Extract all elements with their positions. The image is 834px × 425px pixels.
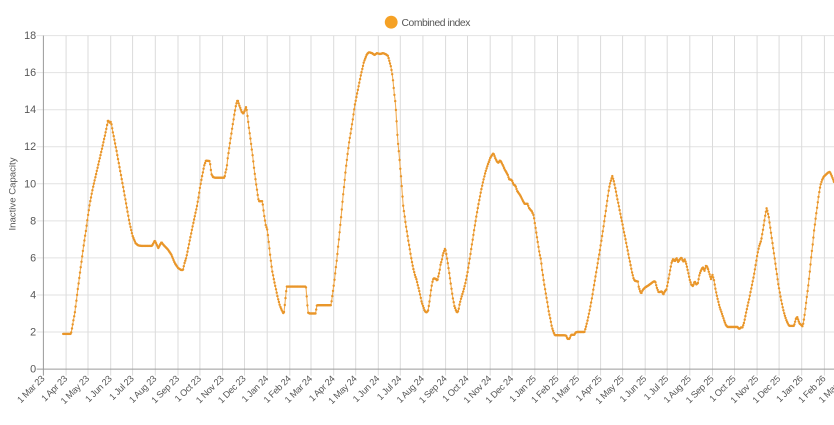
svg-text:10: 10	[24, 178, 36, 190]
svg-text:16: 16	[24, 67, 36, 79]
svg-text:Combined index: Combined index	[402, 18, 472, 29]
svg-text:Inactive Capacity: Inactive Capacity	[7, 157, 18, 230]
svg-text:2: 2	[30, 327, 36, 339]
svg-text:4: 4	[30, 290, 36, 302]
svg-text:12: 12	[24, 141, 36, 153]
svg-text:8: 8	[30, 215, 36, 227]
svg-text:18: 18	[24, 30, 36, 42]
svg-text:0: 0	[30, 364, 36, 376]
svg-text:6: 6	[30, 252, 36, 264]
svg-text:14: 14	[24, 104, 36, 116]
